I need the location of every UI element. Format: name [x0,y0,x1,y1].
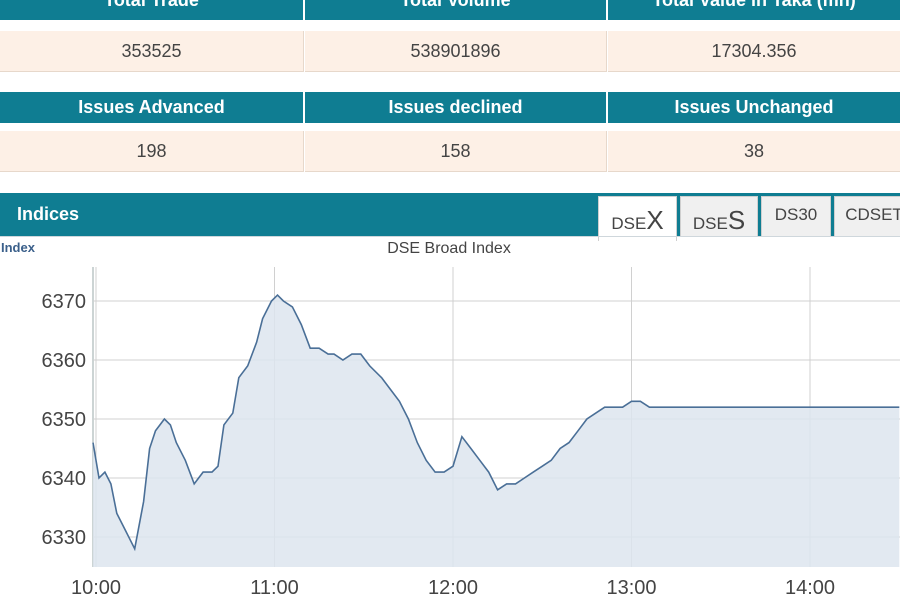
chart-title: DSE Broad Index [387,240,511,257]
y-tick-label: 6360 [42,350,87,372]
total-value-value: 17304.356 [608,31,900,72]
issues-summary-table: Issues Advanced Issues declined Issues U… [0,92,900,174]
y-tick-label: 6370 [42,291,87,313]
chart-ylabel: Index [1,240,36,255]
total-volume-value: 538901896 [305,31,607,72]
issues-advanced-header: Issues Advanced [0,92,303,123]
tab-dses-prefix: DSE [692,214,728,233]
index-area [93,295,900,567]
tab-dses-suffix: S [727,205,746,235]
tab-cdset[interactable]: CDSET [834,196,900,236]
x-tick-label: 13:00 [606,577,656,599]
tab-ds30-label: DS30 [774,205,818,224]
tab-cdset-label: CDSET [845,205,900,224]
x-tick-label: 11:00 [250,577,299,599]
y-tick-label: 6330 [42,527,87,549]
total-volume-header: Total Volume [305,0,606,20]
tab-dsex-suffix: X [646,205,664,235]
issues-unchanged-value: 38 [608,131,900,172]
tab-dsex[interactable]: DSEX [598,196,677,241]
chart-top-border [0,236,900,237]
issues-advanced-value: 198 [0,131,304,172]
market-summary-table: Total Trade Total Volume Total Value in … [0,0,900,74]
issues-declined-header: Issues declined [305,92,606,123]
indices-title: Indices [17,204,80,224]
total-trade-value: 353525 [0,31,304,72]
tab-dses[interactable]: DSES [680,196,758,236]
issues-unchanged-header: Issues Unchanged [608,92,900,123]
y-tick-label: 6350 [42,409,87,431]
x-tick-label: 12:00 [428,577,478,599]
index-line [92,293,900,552]
y-tick-label: 6340 [42,468,87,490]
x-tick-label: 14:00 [785,577,835,599]
total-trade-header: Total Trade [0,0,303,20]
total-value-header: Total Value in Taka (mn) [608,0,900,20]
issues-declined-value: 158 [305,131,607,172]
tab-dsex-prefix: DSE [611,214,647,233]
dse-broad-index-chart: Index DSE Broad Index 6330 6340 6350 6360 63… [1,240,900,599]
x-tick-label: 10:00 [71,577,121,599]
tab-ds30[interactable]: DS30 [761,196,831,236]
